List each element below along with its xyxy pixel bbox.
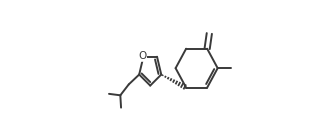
Text: O: O (138, 51, 146, 61)
